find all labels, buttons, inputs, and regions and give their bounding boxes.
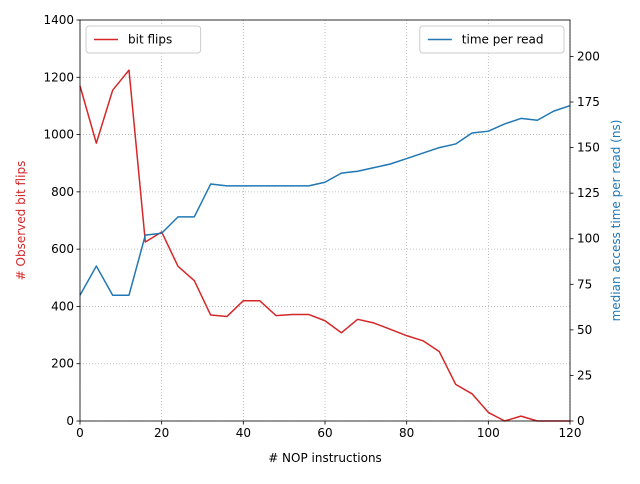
legend-box-time-per-read bbox=[419, 25, 565, 54]
y-right-tick-label: 175 bbox=[577, 95, 600, 109]
y-left-tick-label: 600 bbox=[51, 242, 74, 256]
y-right-axis-label: median access time per read (ns) bbox=[609, 120, 623, 322]
x-tick-label: 60 bbox=[317, 426, 332, 440]
y-left-tick-label: 800 bbox=[51, 185, 74, 199]
y-left-tick-label: 0 bbox=[66, 414, 74, 428]
legend-label-time-per-read: time per read bbox=[462, 33, 544, 47]
x-tick-label: 20 bbox=[154, 426, 169, 440]
x-axis-label: # NOP instructions bbox=[268, 451, 382, 465]
y-right-tick-label: 75 bbox=[577, 277, 592, 291]
y-right-tick-label: 150 bbox=[577, 141, 600, 155]
y-left-tick-label: 200 bbox=[51, 357, 74, 371]
legend-box-bit-flips bbox=[85, 25, 202, 54]
y-right-tick-label: 125 bbox=[577, 186, 600, 200]
y-right-tick-label: 50 bbox=[577, 323, 592, 337]
y-right-tick-label: 25 bbox=[577, 368, 592, 382]
y-left-tick-label: 1400 bbox=[43, 13, 74, 27]
x-tick-label: 100 bbox=[477, 426, 500, 440]
legend-label-bit-flips: bit flips bbox=[128, 33, 172, 47]
series-line-time-per-read bbox=[79, 104, 571, 296]
y-left-tick-label: 1200 bbox=[43, 70, 74, 84]
x-tick-label: 80 bbox=[399, 426, 414, 440]
series-line-bit-flips bbox=[79, 69, 570, 422]
y-right-tick-label: 0 bbox=[577, 414, 585, 428]
x-tick-label: 40 bbox=[236, 426, 251, 440]
y-right-tick-label: 200 bbox=[577, 49, 600, 63]
y-right-tick-label: 100 bbox=[577, 232, 600, 246]
y-left-axis-label: # Observed bit flips bbox=[14, 161, 28, 281]
x-tick-label: 0 bbox=[76, 426, 84, 440]
y-left-tick-label: 1000 bbox=[43, 128, 74, 142]
y-left-tick-label: 400 bbox=[51, 299, 74, 313]
x-tick-label: 120 bbox=[559, 426, 582, 440]
